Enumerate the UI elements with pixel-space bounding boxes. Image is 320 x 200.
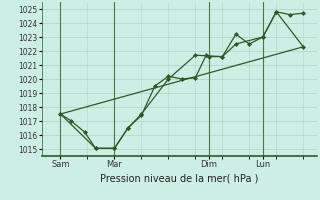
X-axis label: Pression niveau de la mer( hPa ): Pression niveau de la mer( hPa ) xyxy=(100,173,258,183)
